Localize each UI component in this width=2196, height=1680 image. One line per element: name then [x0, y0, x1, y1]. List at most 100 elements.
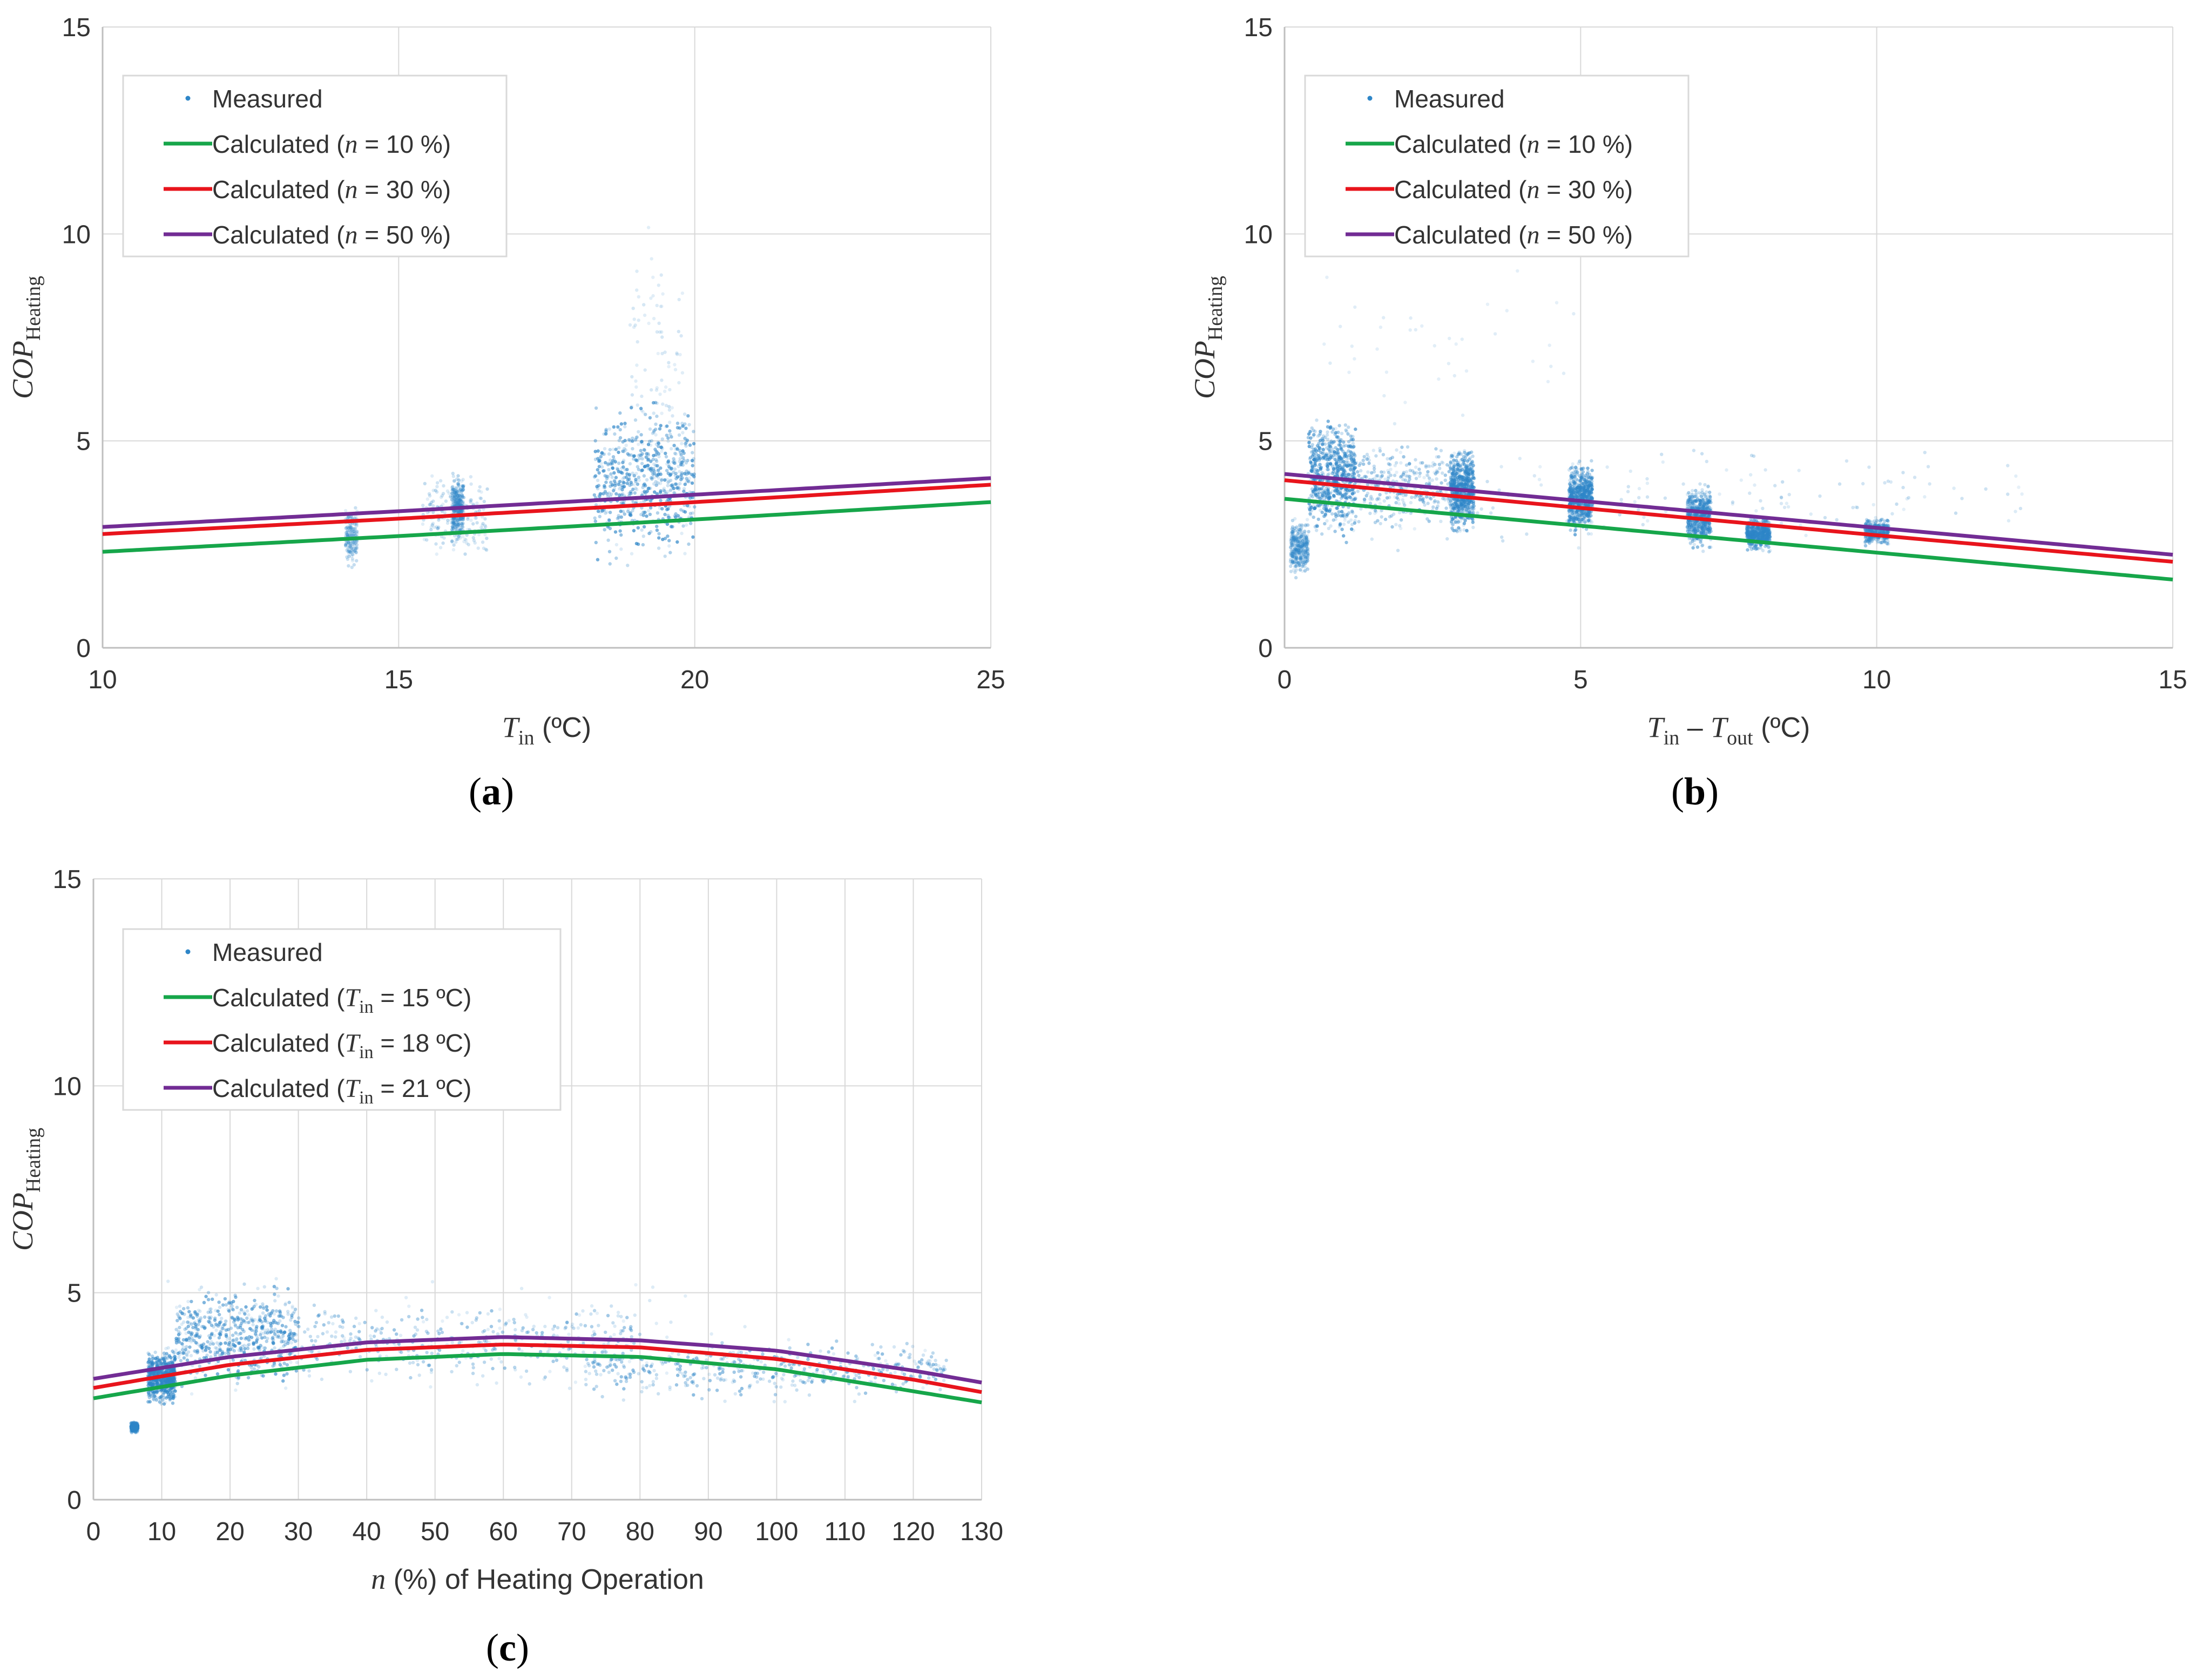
measured-point — [1573, 529, 1577, 533]
measured-point — [1351, 442, 1355, 445]
measured-point — [681, 424, 685, 428]
measured-point — [1708, 514, 1712, 519]
measured-point — [1294, 547, 1298, 552]
measured-point — [482, 499, 486, 504]
measured-point — [346, 529, 349, 532]
measured-point — [1762, 529, 1766, 533]
measured-point — [1326, 430, 1329, 434]
measured-point — [609, 458, 612, 462]
measured-point — [1378, 446, 1382, 450]
measured-point — [667, 408, 672, 412]
measured-point — [1438, 466, 1442, 470]
measured-point — [1341, 493, 1344, 498]
measured-point — [645, 452, 648, 456]
measured-point — [431, 499, 435, 503]
measured-point — [1469, 477, 1472, 481]
measured-point — [655, 414, 659, 418]
measured-point — [1688, 523, 1693, 526]
measured-point — [1353, 482, 1357, 486]
measured-point — [596, 468, 600, 472]
measured-point — [1310, 464, 1314, 468]
measured-point — [649, 499, 653, 503]
measured-point — [1348, 496, 1352, 499]
measured-point — [1359, 462, 1362, 465]
measured-point — [1429, 497, 1433, 501]
measured-point — [1350, 459, 1354, 464]
measured-point — [1701, 550, 1705, 553]
measured-point — [1291, 558, 1295, 563]
measured-point — [352, 540, 355, 544]
measured-point — [1471, 480, 1475, 485]
measured-point — [658, 491, 663, 494]
measured-point — [1336, 430, 1340, 434]
measured-point — [1570, 512, 1575, 516]
measured-point — [453, 490, 457, 494]
measured-point — [1323, 512, 1327, 516]
measured-point — [452, 519, 456, 524]
measured-point — [349, 543, 353, 547]
measured-point — [455, 477, 459, 481]
measured-point — [654, 442, 659, 446]
measured-point — [1574, 486, 1578, 490]
measured-point — [1580, 473, 1584, 477]
measured-point — [1688, 497, 1692, 502]
measured-point — [634, 385, 638, 389]
measured-point — [1701, 521, 1706, 525]
measured-point — [593, 516, 597, 520]
measured-point — [1342, 460, 1346, 464]
measured-point — [1366, 470, 1370, 474]
measured-point — [1695, 545, 1700, 549]
measured-point — [455, 490, 459, 493]
measured-point — [1696, 512, 1700, 517]
measured-point — [351, 532, 355, 536]
measured-point — [622, 458, 626, 462]
measured-point — [1467, 480, 1471, 484]
measured-point — [1373, 477, 1376, 480]
measured-point — [1332, 467, 1335, 471]
measured-point — [646, 452, 650, 456]
measured-point — [1708, 527, 1712, 531]
measured-point — [1295, 560, 1299, 564]
measured-point — [1584, 495, 1587, 499]
measured-point — [1334, 426, 1337, 431]
measured-point — [1290, 560, 1294, 564]
legend-suffix: = 50 %) — [357, 221, 451, 249]
measured-point — [616, 425, 620, 429]
measured-point — [1362, 455, 1366, 459]
measured-point — [1306, 549, 1310, 553]
measured-point — [1350, 488, 1354, 492]
measured-point — [595, 485, 599, 489]
measured-point — [677, 433, 681, 437]
measured-point — [1310, 508, 1314, 512]
measured-point — [652, 430, 656, 434]
measured-point — [1571, 479, 1576, 483]
measured-point — [1401, 478, 1405, 482]
measured-point — [1299, 544, 1303, 548]
measured-point — [461, 521, 465, 525]
measured-point — [1328, 491, 1333, 495]
measured-point — [452, 510, 456, 513]
measured-point — [454, 492, 458, 496]
measured-point — [1456, 520, 1461, 524]
measured-point — [1702, 501, 1706, 505]
measured-point — [1320, 495, 1325, 499]
measured-point — [1333, 530, 1337, 533]
measured-point — [1697, 513, 1700, 518]
measured-point — [1343, 516, 1347, 520]
measured-point — [655, 330, 659, 334]
measured-point — [683, 510, 687, 514]
measured-point — [454, 500, 458, 504]
measured-point — [596, 478, 600, 483]
measured-point — [1302, 532, 1306, 536]
measured-point — [675, 353, 679, 356]
measured-point — [1376, 519, 1380, 523]
measured-point — [458, 517, 462, 521]
measured-point — [1688, 530, 1692, 533]
measured-point — [1299, 545, 1302, 549]
measured-point — [674, 482, 678, 486]
measured-point — [1352, 456, 1356, 460]
measured-point — [458, 498, 462, 502]
measured-point — [1471, 463, 1475, 468]
measured-point — [462, 510, 465, 514]
